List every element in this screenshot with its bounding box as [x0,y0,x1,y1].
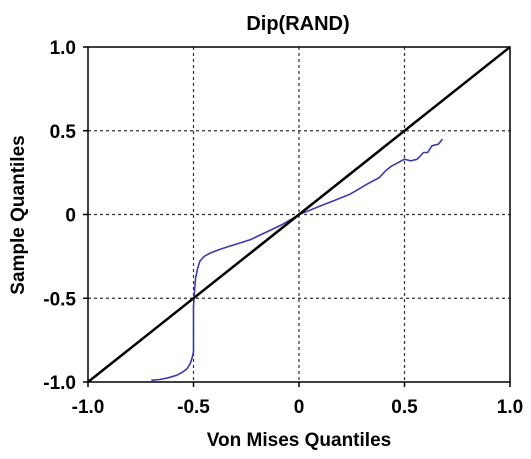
x-axis-label: Von Mises Quantiles [207,430,391,451]
y-tick-label: 1.0 [50,38,76,59]
x-tick-label: 1.0 [497,397,523,418]
y-tick-label: -1.0 [43,373,76,394]
y-tick-label: 0.5 [50,122,77,143]
y-axis-ticks: -1.0 -0.5 0 0.5 1.0 [43,38,88,394]
x-tick-label: -1.0 [72,397,105,418]
x-axis-ticks: -1.0 -0.5 0 0.5 1.0 [72,382,523,418]
series-layer [87,46,511,383]
reference-line [87,46,511,383]
x-tick-label: -0.5 [177,397,210,418]
x-tick-label: 0 [294,397,305,418]
x-tick-label: 0.5 [391,397,418,418]
chart-title: Dip(RAND) [246,13,349,35]
y-axis-label: Sample Quantiles [8,135,29,294]
y-tick-label: 0 [65,206,76,227]
y-tick-label: -0.5 [43,289,76,310]
sample-quantile-line [151,138,444,382]
